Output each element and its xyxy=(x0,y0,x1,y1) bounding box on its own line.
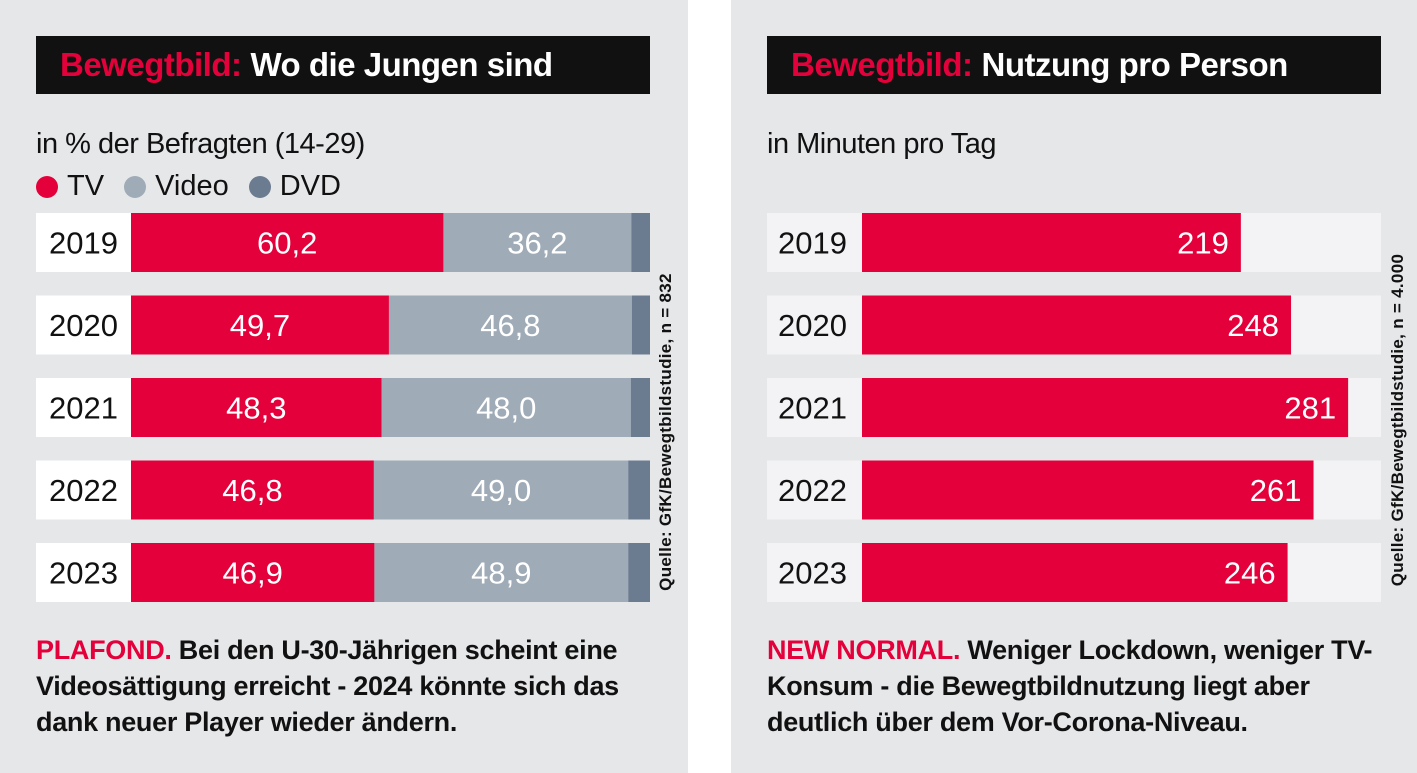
year-label-2023: 2023 xyxy=(778,556,847,591)
data-label-tv-2020: 49,7 xyxy=(230,308,290,343)
bar-video-2023 xyxy=(374,543,629,602)
bar-usage-2019 xyxy=(862,213,1241,272)
right-panel: Bewegtbild: Nutzung pro Person in Minute… xyxy=(731,0,1417,773)
data-label-video-2022: 49,0 xyxy=(471,473,531,508)
data-label-tv-2021: 48,3 xyxy=(226,391,286,426)
left-footer-text: Bei den U-30-Jährigen scheint eine Video… xyxy=(36,635,619,737)
bar-tv-2022 xyxy=(131,460,374,520)
right-title-bar: Bewegtbild: Nutzung pro Person xyxy=(767,36,1381,94)
bar-tv-2023 xyxy=(131,543,375,602)
legend-dot-tv xyxy=(36,175,58,198)
right-subtitle: in Minuten pro Tag xyxy=(767,128,997,160)
bar-video-2022 xyxy=(373,460,629,520)
right-footer-text: Weniger Lockdown, weniger TV-Konsum - di… xyxy=(767,635,1373,737)
bar-usage-2020 xyxy=(862,295,1292,355)
left-bar-chart: 2019 60,2 36,2 2020 49,7 46,8 2021 48,3 48,0 2022… xyxy=(36,213,650,602)
left-title-bar: Bewegtbild: Wo die Jungen sind xyxy=(36,36,650,94)
data-label-tv-2022: 46,8 xyxy=(222,473,282,508)
bar-tv-2019 xyxy=(131,213,444,272)
legend-label-dvd: DVD xyxy=(279,170,341,202)
left-panel: Bewegtbild: Wo die Jungen sind in % der … xyxy=(0,0,688,773)
data-label-video-2023: 48,9 xyxy=(471,556,531,591)
bar-video-2020 xyxy=(388,295,632,355)
right-title-accent: Bewegtbild: xyxy=(791,46,973,83)
bar-dvd-2019 xyxy=(631,213,650,272)
right-bar-chart: 2019 219 2020 248 2021 281 2022 261 2023 246 xyxy=(767,213,1381,602)
bar-video-2019 xyxy=(443,213,632,272)
year-cell-2020 xyxy=(36,295,131,355)
legend-dot-dvd xyxy=(248,175,271,198)
bar-usage-2023 xyxy=(862,543,1288,602)
left-legend: TV Video DVD xyxy=(36,170,361,203)
data-label-usage-2020: 248 xyxy=(1227,308,1279,343)
legend-item-video: Video xyxy=(124,170,229,203)
data-label-video-2020: 46,8 xyxy=(480,308,540,343)
data-label-video-2019: 36,2 xyxy=(507,226,567,261)
data-label-usage-2022: 261 xyxy=(1250,473,1302,508)
year-cell-2021 xyxy=(36,378,131,437)
bar-dvd-2021 xyxy=(630,378,650,437)
bar-dvd-2020 xyxy=(631,295,650,355)
right-source-note: Quelle: GfK/Bewegtbildstudie, n = 4.000 xyxy=(1388,253,1407,587)
legend-item-tv: TV xyxy=(36,170,104,203)
year-label-2022: 2022 xyxy=(49,473,118,508)
legend-item-dvd: DVD xyxy=(248,170,341,203)
bar-usage-2021 xyxy=(862,378,1349,437)
data-label-tv-2019: 60,2 xyxy=(257,226,317,261)
legend-label-tv: TV xyxy=(67,170,105,202)
data-label-tv-2023: 46,9 xyxy=(223,556,283,591)
right-footer: NEW NORMAL. Weniger Lockdown, weniger TV… xyxy=(767,632,1397,740)
bar-dvd-2023 xyxy=(628,543,650,602)
left-source-note: Quelle: GfK/Bewegtbildstudie, n = 832 xyxy=(656,273,675,591)
right-footer-lead: NEW NORMAL. xyxy=(767,635,961,665)
bar-tv-2021 xyxy=(131,378,382,437)
year-cell-2023 xyxy=(36,543,131,602)
legend-dot-video xyxy=(124,175,147,198)
year-label-2020: 2020 xyxy=(49,308,118,343)
left-subtitle: in % der Befragten (14-29) xyxy=(36,128,365,160)
year-label-2021: 2021 xyxy=(778,391,847,426)
legend-label-video: Video xyxy=(155,170,229,202)
year-label-2023: 2023 xyxy=(49,556,118,591)
bar-tv-2020 xyxy=(131,295,389,355)
bar-video-2021 xyxy=(381,378,631,437)
year-label-2019: 2019 xyxy=(49,226,118,261)
data-label-usage-2021: 281 xyxy=(1284,391,1336,426)
data-label-usage-2019: 219 xyxy=(1177,226,1229,261)
data-label-video-2021: 48,0 xyxy=(476,391,536,426)
bar-usage-2022 xyxy=(862,460,1314,520)
year-cell-2022 xyxy=(36,460,131,520)
right-title-main: Nutzung pro Person xyxy=(981,46,1289,83)
left-title-accent: Bewegtbild: xyxy=(60,46,242,83)
year-cell-2019 xyxy=(36,213,131,272)
bar-dvd-2022 xyxy=(628,460,650,520)
year-label-2020: 2020 xyxy=(778,308,847,343)
left-title-main: Wo die Jungen sind xyxy=(250,46,554,83)
left-footer: PLAFOND. Bei den U-30-Jährigen scheint e… xyxy=(36,632,666,740)
year-label-2019: 2019 xyxy=(778,226,847,261)
data-label-usage-2023: 246 xyxy=(1224,556,1276,591)
year-label-2022: 2022 xyxy=(778,473,847,508)
left-footer-lead: PLAFOND. xyxy=(36,635,172,665)
year-label-2021: 2021 xyxy=(49,391,118,426)
